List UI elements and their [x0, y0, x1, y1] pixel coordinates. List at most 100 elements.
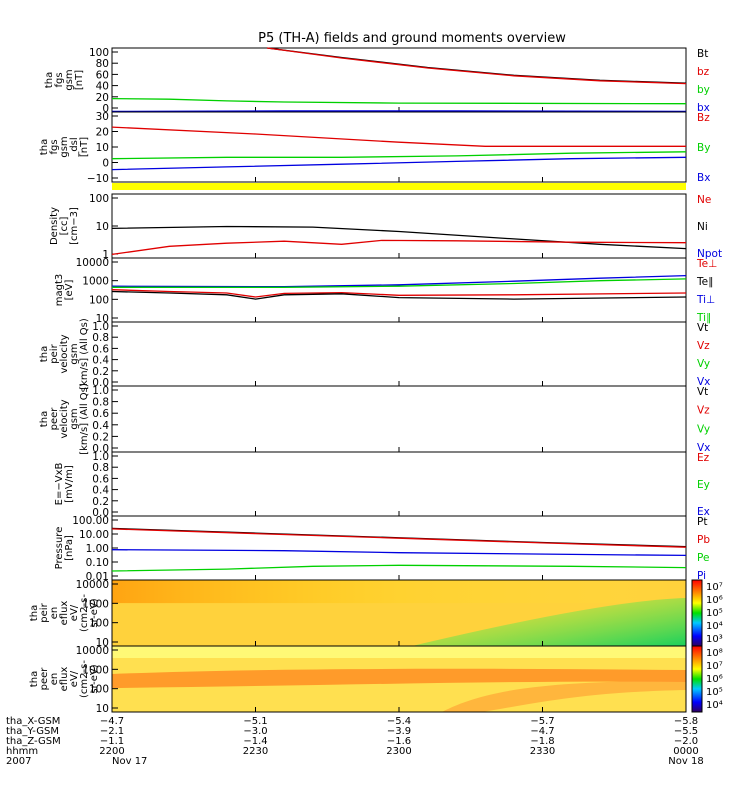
ephemeris-value: −1.6: [387, 736, 411, 747]
ylabel-line: (cm2-s-: [79, 660, 90, 698]
colorbar-label: 10⁶: [706, 595, 723, 606]
colorbar: [691, 645, 703, 713]
panel-frame: [111, 515, 687, 581]
ytick-label: 100: [89, 294, 109, 306]
legend-Vt: Vt: [697, 386, 708, 398]
ephemeris-value: −3.9: [387, 726, 411, 737]
ylabel-line: eV/: [69, 670, 80, 687]
ylabel: tha peer en eflux eV/(cm2-s-sr-eV): [29, 660, 100, 698]
ylabel-line: peer: [49, 407, 60, 431]
legend-By: By: [697, 142, 710, 154]
legend-Vz: Vz: [697, 405, 710, 417]
series-line-red: [111, 289, 687, 298]
ylabel-line: [nT]: [79, 137, 90, 157]
ytick-label: 1.0: [92, 321, 109, 333]
legend-Pb: Pb: [697, 534, 710, 546]
colorbar-label: 10⁴: [706, 700, 723, 711]
electron-spectrogram-high: [112, 646, 686, 658]
ytick-label: 0.4: [92, 485, 109, 497]
colorbar-label: 10⁵: [706, 608, 723, 619]
ylabel: Pressure [nPa]: [54, 527, 75, 570]
ylabel-line: peir: [49, 343, 60, 363]
legend-bz: bz: [697, 66, 710, 78]
ephemeris-label: tha_Y-GSM: [6, 726, 59, 737]
series-line-green: [111, 97, 687, 105]
ephemeris-value: −5.8: [674, 716, 698, 727]
ylabel: tha fgs gsm _dsl [nT]: [39, 136, 90, 157]
ylabel-line: gsm: [59, 136, 70, 157]
ytick-label: 0.8: [92, 397, 109, 409]
ephemeris-value: −1.1: [100, 736, 124, 747]
colorbar-label: 10⁴: [706, 621, 723, 632]
ylabel: tha peir en eflux eV/(cm2-s-sr-eV): [29, 594, 100, 632]
legend-Bx: Bx: [697, 172, 710, 184]
panel-frame: [111, 193, 687, 259]
ylabel-line: gsm: [69, 408, 80, 429]
ytick-label: 10: [96, 313, 109, 325]
ylabel-line: eflux: [59, 667, 70, 692]
ylabel-line: E=−VxB: [54, 463, 65, 506]
ylabel: tha fgs gsm [nT]: [44, 69, 85, 90]
ephemeris-value: −5.7: [530, 716, 554, 727]
ytick-label: 100: [89, 47, 109, 59]
ytick-label: 20: [96, 92, 109, 104]
series-line-red: [266, 47, 687, 85]
ylabel-line: magt3: [54, 274, 65, 307]
ephemeris-value: 2230: [243, 746, 268, 757]
ytick-label: 0.2: [92, 431, 109, 443]
ephemeris-value: −2.0: [674, 736, 698, 747]
legend-Ex: Ex: [697, 506, 710, 518]
ephemeris-table: tha_X-GSM −4.7 −5.1 −5.4 −5.7 −5.8 tha_Y-GSM −2…: [6, 716, 704, 767]
ephemeris-value: 2200: [99, 746, 124, 757]
ylabel-line: [cc]: [59, 217, 70, 236]
ylabel-line: Density: [49, 207, 60, 245]
ytick-label: 10: [96, 221, 109, 233]
ylabel-line: fgs: [49, 139, 60, 154]
ylabel-line: tha: [39, 346, 50, 362]
legend-Ey: Ey: [697, 479, 710, 491]
ytick-label: 0.6: [92, 473, 109, 485]
ephemeris-label: 2007: [6, 756, 31, 767]
legend-Vy: Vy: [697, 423, 710, 435]
ylabel-line: en: [49, 673, 60, 686]
ylabel-line: tha: [29, 671, 40, 687]
ytick-label: 0.0: [92, 507, 109, 519]
ylabel-line: gsm: [64, 69, 75, 90]
colorbar-label: 10⁸: [706, 648, 723, 659]
ephemeris-label: tha_X-GSM: [6, 716, 60, 727]
legend-Ni: Ni: [697, 221, 708, 233]
ephemeris-value: −5.4: [387, 716, 411, 727]
ytick-label: 10000: [76, 645, 109, 657]
ylabel-line: gsm: [69, 343, 80, 364]
ion-spectrogram-low: [412, 598, 686, 646]
ylabel-line: [km/s] (All Qs): [79, 318, 90, 390]
legend-Vx: Vx: [697, 376, 710, 388]
ylabel-line: fgs: [54, 72, 65, 87]
ephemeris-value: −4.7: [100, 716, 124, 727]
ytick-label: 0.8: [92, 332, 109, 344]
ylabel-line: [mV/m]: [64, 465, 75, 503]
legend-Vt: Vt: [697, 322, 708, 334]
ytick-label: 0.6: [92, 408, 109, 420]
legend-Te⊥: Te⊥: [696, 258, 717, 270]
ytick-label: 20: [96, 127, 109, 139]
ytick-label: 100.00: [72, 515, 109, 527]
ephemeris-label: hhmm: [6, 746, 38, 757]
series-line-blue: [111, 156, 687, 171]
series-line-green: [111, 564, 687, 572]
ylabel-line: peir: [39, 602, 50, 622]
legend-Pe: Pe: [697, 552, 709, 564]
legend-by: by: [697, 84, 710, 96]
ytick-label: 0.6: [92, 343, 109, 355]
panel-temperature: 10000 1000 100 10 magt3 [eV] Te⊥ Te∥ Ti⊥ Ti∥: [54, 257, 717, 325]
ephemeris-value: −1.4: [243, 736, 267, 747]
panel-density: 100 10 1 Density [cc] [cm−3] Ne Ni Npot: [49, 193, 722, 261]
colorbar-label: 10⁶: [706, 674, 723, 685]
ephemeris-value: −4.7: [530, 726, 554, 737]
ytick-label: 0.10: [86, 557, 109, 569]
series-line-blue: [111, 110, 687, 113]
ylabel-line: peer: [39, 667, 50, 691]
ytick-label: 0.4: [92, 420, 109, 432]
